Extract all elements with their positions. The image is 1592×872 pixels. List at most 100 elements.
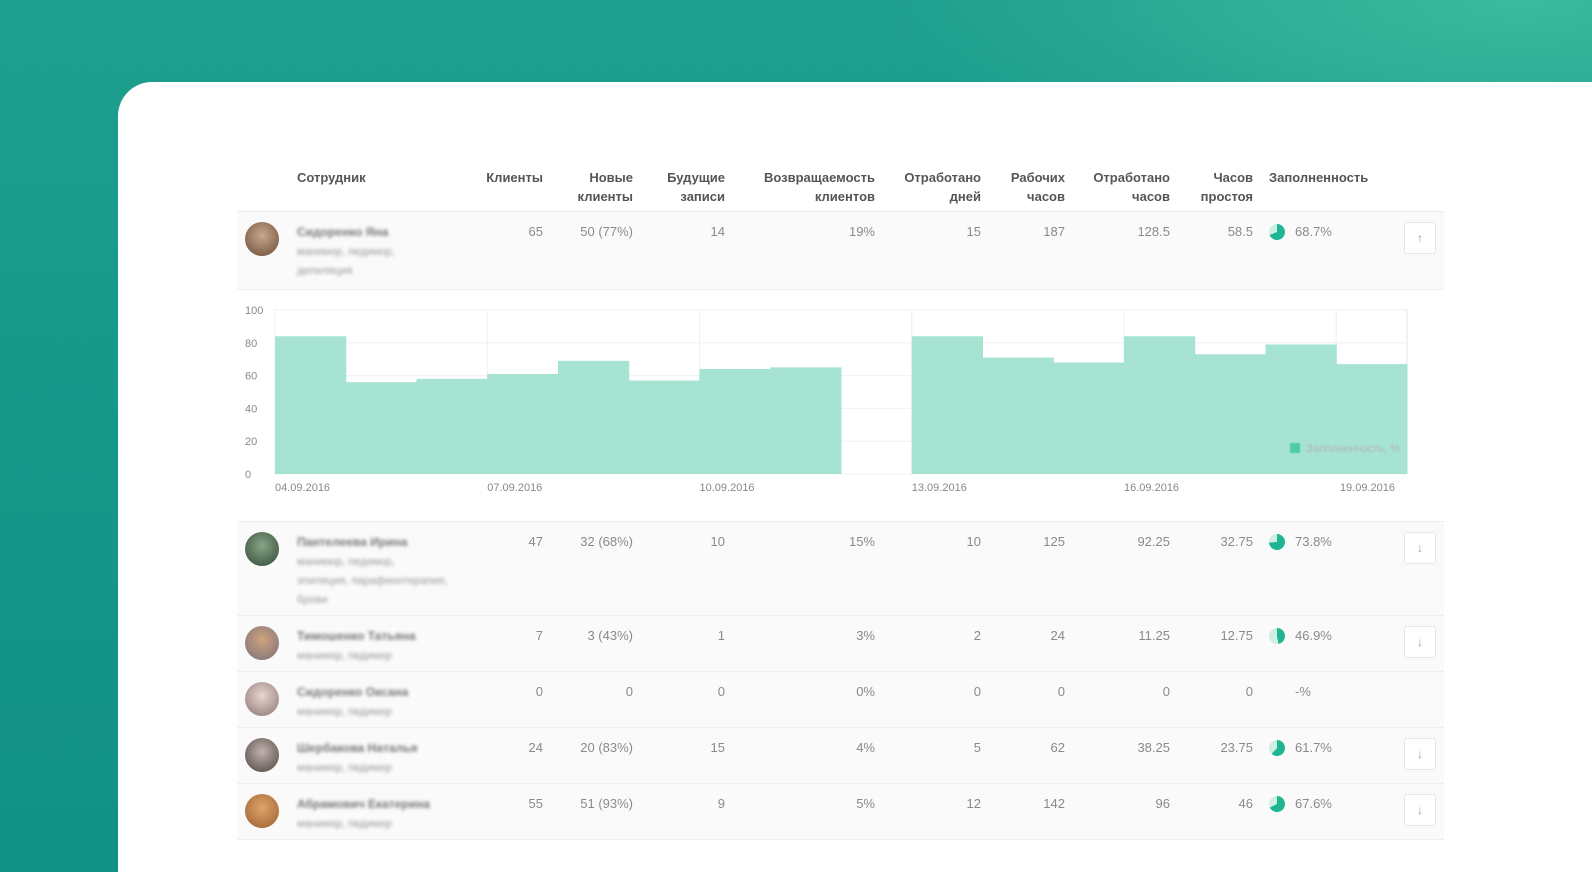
chart-bar[interactable]: [982, 357, 1054, 474]
employee-name[interactable]: Пантелеева Ирина маникюр, педикюр, эпиляци…: [297, 535, 447, 610]
avatar: [245, 794, 279, 828]
employee-roles: маникюр, педикюр: [297, 650, 392, 662]
cell-days: 0: [973, 684, 981, 699]
header-clients[interactable]: Клиенты: [486, 170, 543, 185]
rows-before-chart: Сидоренко Яна маникюр, педикюр, депиляция 6…: [237, 212, 1444, 290]
employee-name[interactable]: Тимошенко Татьяна маникюр, педикюр: [297, 629, 416, 666]
cell-new-clients: 32 (68%): [580, 534, 633, 549]
header-employee[interactable]: Сотрудник: [297, 170, 366, 185]
table-row[interactable]: Тимошенко Татьяна маникюр, педикюр 7 3 (43%…: [237, 616, 1444, 672]
fill-percent: 46.9%: [1295, 628, 1332, 643]
y-tick-label: 60: [245, 371, 257, 383]
cell-new-clients: 20 (83%): [580, 740, 633, 755]
table-row[interactable]: Сидоренко Оксана маникюр, педикюр 0 0 0 0% 0 0 0…: [237, 672, 1444, 728]
x-tick-label: 19.09.2016: [1340, 482, 1395, 494]
header-work-hours[interactable]: Рабочих часов: [991, 168, 1065, 206]
chart-bar[interactable]: [1124, 336, 1196, 474]
cell-future: 15: [710, 740, 725, 755]
employee-name[interactable]: Сидоренко Оксана маникюр, педикюр: [297, 685, 408, 722]
header-worked-hours-line-1: Отработано: [1093, 170, 1170, 185]
chart-bar[interactable]: [699, 369, 771, 474]
chart-bar[interactable]: [1265, 344, 1337, 474]
table-row[interactable]: Абрамович Екатерина маникюр, педикюр 55 51 …: [237, 784, 1444, 840]
chart-bar[interactable]: [275, 336, 347, 474]
fill-percent: 67.6%: [1295, 796, 1332, 811]
header-idle-hours[interactable]: Часов простоя: [1177, 168, 1253, 206]
header-worked-hours[interactable]: Отработано часов: [1073, 168, 1170, 206]
avatar: [245, 738, 279, 772]
employee-name-text: Тимошенко Татьяна: [297, 629, 416, 643]
cell-work-hours: 62: [1050, 740, 1065, 755]
collapse-button[interactable]: ↑: [1404, 222, 1436, 254]
employee-name-text: Пантелеева Ирина: [297, 535, 408, 549]
employee-name[interactable]: Абрамович Екатерина маникюр, педикюр: [297, 797, 430, 834]
cell-days: 12: [966, 796, 981, 811]
header-fill[interactable]: Заполненность: [1269, 170, 1369, 185]
x-tick-label: 07.09.2016: [487, 482, 542, 494]
header-new-clients[interactable]: Новые клиенты: [547, 168, 633, 206]
employee-roles: маникюр, педикюр,: [297, 556, 395, 568]
chart-bar[interactable]: [1194, 354, 1266, 474]
header-future-line-1: Будущие: [667, 170, 725, 185]
cell-new-clients: 50 (77%): [580, 224, 633, 239]
chart-bar[interactable]: [911, 336, 983, 474]
arrow-up-icon: ↑: [1417, 231, 1423, 245]
expand-button[interactable]: ↓: [1404, 532, 1436, 564]
header-worked-hours-line-2: часов: [1132, 189, 1170, 204]
header-work-hours-line-1: Рабочих: [1010, 170, 1065, 185]
chart-legend: Заполненность, %: [1290, 443, 1400, 455]
chart-bar[interactable]: [770, 367, 842, 474]
chart-bar[interactable]: [1053, 362, 1125, 474]
table-row[interactable]: Сидоренко Яна маникюр, педикюр, депиляция 6…: [237, 212, 1444, 290]
cell-new-clients: 3 (43%): [587, 628, 633, 643]
cell-days: 2: [973, 628, 981, 643]
chart-bar[interactable]: [558, 360, 630, 474]
cell-work-hours: 187: [1043, 224, 1065, 239]
fill-pie-icon: [1269, 534, 1285, 550]
cell-worked-hours: 128.5: [1137, 224, 1170, 239]
cell-future: 10: [710, 534, 725, 549]
chart-bar[interactable]: [1336, 364, 1408, 474]
employee-name[interactable]: Шербакова Наталья маникюр, педикюр: [297, 741, 417, 778]
fill-pie-icon: [1269, 224, 1285, 240]
chart-bar[interactable]: [628, 380, 700, 474]
fill-percent: 73.8%: [1295, 534, 1332, 549]
header-days-line-1: Отработано: [904, 170, 981, 185]
employee-name-text: Шербакова Наталья: [297, 741, 418, 755]
y-tick-label: 20: [245, 436, 257, 448]
employee-name[interactable]: Сидоренко Яна маникюр, педикюр, депиляция: [297, 225, 395, 281]
table-row[interactable]: Пантелеева Ирина маникюр, педикюр, эпиляци…: [237, 522, 1444, 616]
avatar: [245, 626, 279, 660]
avatar: [245, 222, 279, 256]
fill-chart: 100 80 60 40 20 0 04.09.2016 07.09.2016 10.09.20…: [237, 290, 1444, 522]
cell-clients: 0: [535, 684, 543, 699]
table-row[interactable]: Шербакова Наталья маникюр, педикюр 24 20 (8…: [237, 728, 1444, 784]
fill-pie-icon: [1269, 740, 1285, 756]
header-returning-line-2: клиентов: [814, 189, 875, 204]
cell-days: 10: [966, 534, 981, 549]
chart-bar[interactable]: [487, 373, 559, 474]
header-days-line-2: дней: [949, 189, 981, 204]
header-new-clients-line-1: Новые: [589, 170, 633, 185]
cell-worked-hours: 0: [1162, 684, 1170, 699]
header-idle-hours-line-1: Часов: [1213, 170, 1253, 185]
cell-idle-hours: 23.75: [1220, 740, 1253, 755]
chart-bar[interactable]: [416, 378, 488, 474]
table-header: Сотрудник Клиенты Новые клиенты Будущие …: [237, 160, 1444, 212]
x-tick-label: 16.09.2016: [1124, 482, 1179, 494]
expand-button[interactable]: ↓: [1404, 626, 1436, 658]
header-future[interactable]: Будущие записи: [641, 168, 725, 206]
header-returning[interactable]: Возвращаемость клиентов: [737, 168, 875, 206]
fill-percent: 68.7%: [1295, 224, 1332, 239]
expand-button[interactable]: ↓: [1404, 738, 1436, 770]
legend-swatch: [1290, 443, 1301, 453]
cell-returning: 19%: [848, 224, 875, 239]
cell-future: 1: [717, 628, 725, 643]
cell-work-hours: 125: [1043, 534, 1065, 549]
header-days[interactable]: Отработано дней: [885, 168, 981, 206]
x-tick-label: 10.09.2016: [700, 482, 755, 494]
cell-days: 5: [973, 740, 981, 755]
chart-bar[interactable]: [345, 382, 417, 474]
expand-button[interactable]: ↓: [1404, 794, 1436, 826]
employee-roles: маникюр, педикюр: [297, 762, 392, 774]
